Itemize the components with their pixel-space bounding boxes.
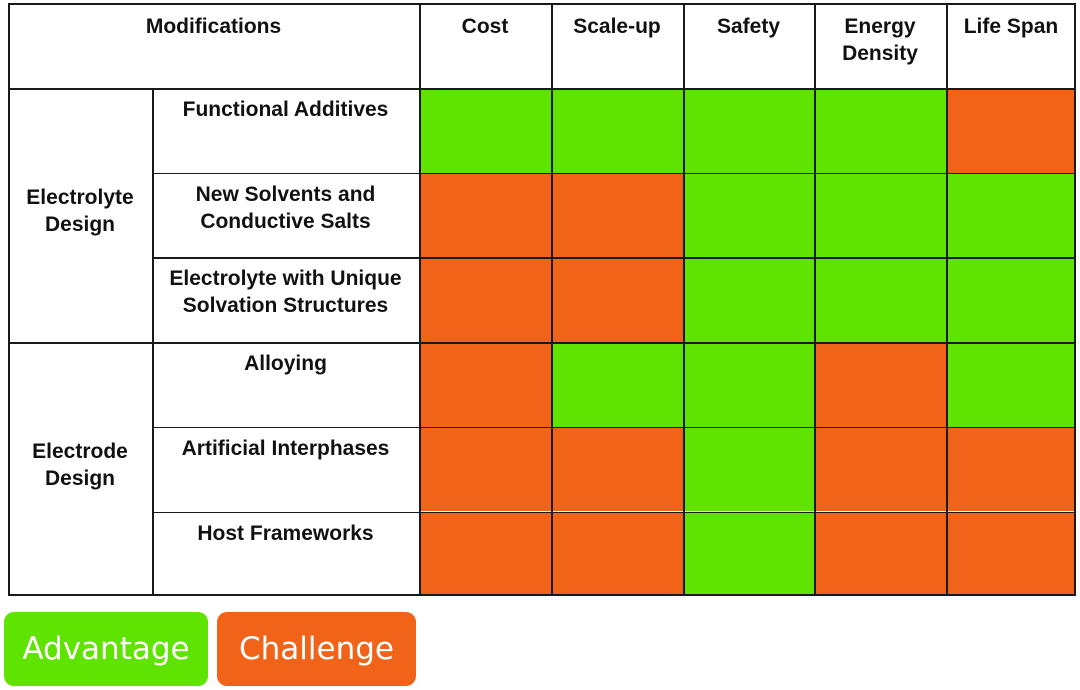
rating-cell-challenge: [551, 426, 683, 512]
rating-cell-challenge: [946, 88, 1076, 173]
rating-cell-challenge: [551, 257, 683, 343]
header-scale-up: Scale-up: [573, 15, 661, 38]
comparison-table: Modifications Cost Scale-up Safety Energy De…: [8, 3, 1076, 597]
rating-cell-challenge: [419, 426, 551, 512]
row-label: Alloying: [244, 352, 327, 376]
rating-cell-advantage: [814, 88, 946, 173]
rating-cell-advantage: [683, 342, 814, 427]
divider-row: [152, 511, 1076, 513]
rating-cell-challenge: [946, 426, 1076, 512]
rating-cell-advantage: [683, 257, 814, 343]
legend-advantage-label: Advantage: [22, 631, 190, 667]
divider-col: [551, 3, 553, 596]
rating-cell-advantage: [946, 342, 1076, 427]
group-label-0: Electrolyte Design: [26, 186, 134, 237]
legend-challenge: Challenge: [217, 612, 416, 686]
divider-row: [152, 257, 1076, 259]
row-label: New Solvents and Conductive Salts: [195, 182, 376, 233]
divider-col: [946, 3, 948, 596]
rating-cell-challenge: [551, 172, 683, 258]
rating-cell-challenge: [419, 342, 551, 427]
rating-cell-advantage: [419, 88, 551, 173]
rating-cell-advantage: [551, 88, 683, 173]
rating-cell-challenge: [551, 511, 683, 597]
rating-cell-advantage: [683, 172, 814, 258]
rating-cell-challenge: [814, 342, 946, 427]
legend-advantage: Advantage: [4, 612, 208, 686]
rating-cell-advantage: [814, 172, 946, 258]
divider-col: [152, 88, 154, 596]
divider-col: [814, 3, 816, 596]
header-divider: [8, 88, 1076, 90]
rating-cell-challenge: [946, 511, 1076, 597]
rating-cell-challenge: [419, 257, 551, 343]
row-label: Electrolyte with Unique Solvation Struct…: [169, 267, 402, 318]
divider-col: [419, 3, 421, 596]
rating-cell-advantage: [683, 511, 814, 597]
rating-cell-challenge: [814, 426, 946, 512]
rating-cell-advantage: [946, 172, 1076, 258]
rating-cell-advantage: [551, 342, 683, 427]
border-left: [8, 3, 10, 596]
divider-row: [152, 426, 1076, 429]
border-right: [1074, 3, 1076, 596]
rating-cell-advantage: [946, 257, 1076, 343]
row-label: Functional Additives: [182, 98, 389, 121]
rating-cell-advantage: [683, 88, 814, 173]
rating-cell-challenge: [814, 511, 946, 597]
divider-group: [8, 342, 1076, 344]
header-energy-density: Energy Density: [842, 15, 918, 65]
header-cost: Cost: [461, 15, 509, 38]
row-label: Artificial Interphases: [181, 436, 390, 460]
row-label: Host Frameworks: [197, 521, 374, 545]
divider-col: [683, 3, 685, 596]
header-safety: Safety: [716, 15, 781, 38]
header-modifications: Modifications: [145, 15, 282, 38]
rating-cell-challenge: [419, 172, 551, 258]
divider-row: [152, 172, 1076, 175]
header-life-span: Life Span: [963, 15, 1059, 38]
legend-challenge-label: Challenge: [239, 631, 394, 667]
border-top: [8, 3, 1076, 5]
group-label-1: Electrode Design: [32, 440, 128, 491]
rating-cell-advantage: [683, 426, 814, 512]
border-bottom: [8, 594, 1076, 596]
rating-cell-advantage: [814, 257, 946, 343]
rating-cell-challenge: [419, 511, 551, 597]
